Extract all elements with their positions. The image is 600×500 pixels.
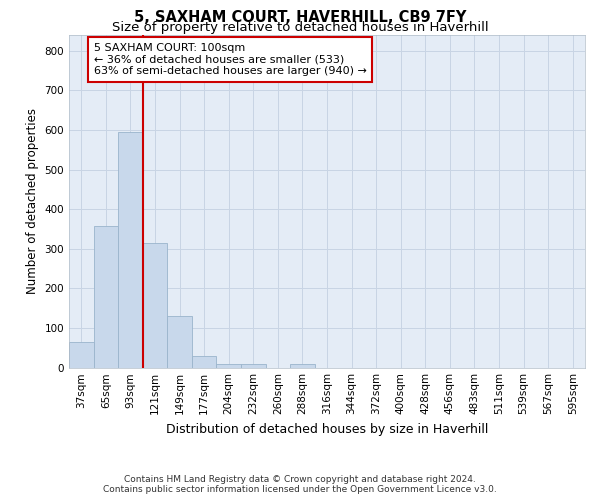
Bar — [143, 243, 167, 368]
X-axis label: Distribution of detached houses by size in Haverhill: Distribution of detached houses by size … — [166, 423, 488, 436]
Bar — [94, 226, 118, 368]
Bar — [290, 364, 315, 368]
Bar — [217, 364, 241, 368]
Text: Size of property relative to detached houses in Haverhill: Size of property relative to detached ho… — [112, 21, 488, 34]
Bar — [192, 356, 217, 368]
Y-axis label: Number of detached properties: Number of detached properties — [26, 108, 39, 294]
Bar — [241, 364, 266, 368]
Bar — [118, 132, 143, 368]
Bar — [167, 316, 192, 368]
Text: 5, SAXHAM COURT, HAVERHILL, CB9 7FY: 5, SAXHAM COURT, HAVERHILL, CB9 7FY — [134, 10, 466, 25]
Text: 5 SAXHAM COURT: 100sqm
← 36% of detached houses are smaller (533)
63% of semi-de: 5 SAXHAM COURT: 100sqm ← 36% of detached… — [94, 43, 367, 76]
Text: Contains HM Land Registry data © Crown copyright and database right 2024.
Contai: Contains HM Land Registry data © Crown c… — [103, 474, 497, 494]
Bar — [69, 342, 94, 367]
